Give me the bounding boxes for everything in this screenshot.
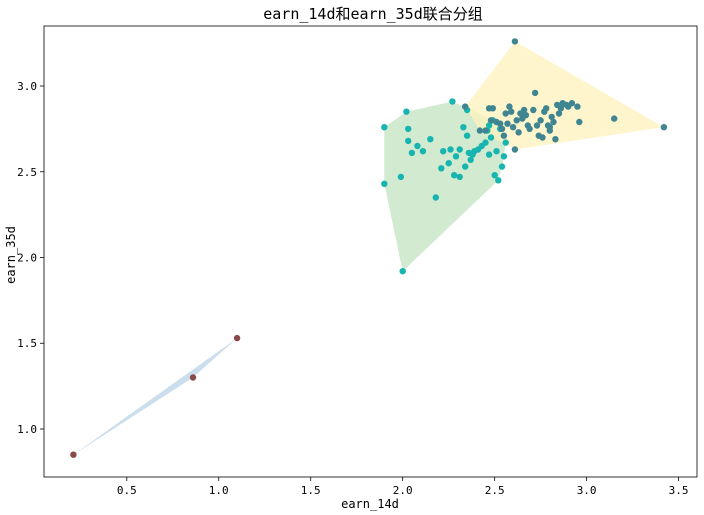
group-1-point — [189, 374, 197, 381]
group-3-point — [520, 106, 528, 114]
group-3-point — [530, 106, 537, 114]
group-2-point — [485, 151, 493, 158]
group-2-point — [449, 98, 456, 105]
group-3-point — [537, 117, 544, 124]
y-tick-label: 2.5 — [17, 166, 37, 179]
group-2-point — [456, 173, 463, 181]
x-tick-label: 3.0 — [577, 484, 597, 497]
group-2-point — [405, 125, 412, 133]
group-2-point — [445, 160, 452, 167]
group-3-point — [576, 118, 583, 126]
group-3-point — [548, 113, 555, 121]
group-2-point — [500, 153, 508, 160]
group-3-point — [550, 118, 557, 126]
group-2-point — [498, 163, 506, 170]
x-axis-label: earn_14d — [341, 497, 399, 511]
group-2-point — [451, 172, 458, 179]
group-2-point — [452, 153, 460, 160]
group-3-point — [555, 110, 563, 117]
group-3-point — [489, 105, 496, 112]
group-2-point — [493, 148, 500, 155]
group-3-point — [526, 125, 533, 133]
group-3-point — [660, 124, 668, 131]
group-2-point — [408, 149, 416, 157]
group-3-point — [508, 108, 515, 115]
group-3-point — [502, 110, 509, 117]
group-3-point — [482, 127, 489, 134]
group-2-point — [403, 108, 410, 115]
x-tick-label: 3.5 — [669, 484, 689, 497]
group-3-point — [568, 100, 576, 107]
group-2-point — [381, 180, 388, 187]
chart-title: earn_14d和earn_35d联合分组 — [263, 5, 483, 23]
group-3-point — [533, 122, 541, 129]
group-3-point — [574, 103, 581, 110]
group-2-point — [438, 165, 445, 172]
plot-frame — [43, 25, 698, 478]
group-3-point — [511, 38, 519, 45]
group-2-point — [427, 136, 434, 143]
group-2-point — [467, 156, 474, 163]
group-3-point — [513, 117, 520, 124]
group-3-point — [543, 105, 550, 112]
y-tick-label: 2.0 — [17, 252, 37, 265]
y-axis-label: earn_35d — [4, 226, 18, 284]
group-1-point — [233, 334, 241, 342]
group-2-point — [447, 146, 454, 153]
group-3-point — [500, 132, 508, 139]
group-3-point — [498, 125, 506, 133]
group-3-point — [522, 112, 530, 119]
group-2-point — [414, 142, 421, 150]
group-3-point — [506, 103, 513, 110]
group-2-point — [463, 132, 471, 139]
group-1-point — [70, 451, 77, 458]
group-3-point — [511, 146, 519, 153]
group-3-point — [476, 127, 484, 134]
group-3-point — [487, 117, 495, 124]
group-3-point — [509, 124, 517, 131]
group-2-point — [491, 172, 498, 179]
group-2-point — [460, 124, 467, 131]
group-3-hull — [465, 41, 664, 150]
group-2-hull — [384, 101, 506, 272]
group-3-point — [552, 136, 559, 143]
plot-area: 0.5 1.0 1.5 2.0 2.5 3.0 3.5 1.0 1.5 2.0 2.5 3.0 — [17, 25, 698, 497]
x-tick-label: 1.0 — [209, 484, 229, 497]
group-3-point — [504, 120, 511, 127]
group-2-point — [487, 134, 495, 141]
group-2-point — [381, 124, 388, 131]
group-2-point — [399, 268, 406, 275]
y-tick-label: 1.0 — [17, 423, 37, 436]
x-tick-label: 1.5 — [301, 484, 321, 497]
x-tick-label: 0.5 — [117, 484, 137, 497]
group-2-point — [482, 139, 489, 146]
group-2-point — [405, 137, 412, 145]
group-3-point — [611, 115, 618, 122]
y-tick-label: 1.5 — [17, 337, 37, 350]
group-3-point — [531, 89, 539, 97]
group-2-point — [456, 146, 463, 153]
group-1-hull — [73, 338, 238, 455]
group-2-point — [485, 122, 493, 129]
group-2-point — [502, 139, 509, 146]
group-2-point — [440, 148, 447, 155]
x-tick-label: 2.0 — [393, 484, 413, 497]
x-tick-label: 2.5 — [485, 484, 505, 497]
group-3-point — [462, 103, 469, 110]
group-3-point — [515, 129, 522, 136]
y-tick-label: 3.0 — [17, 80, 37, 93]
group-3-point — [546, 124, 553, 131]
group-2-point — [419, 148, 427, 155]
group-3-point — [497, 120, 504, 127]
group-3-point — [539, 134, 546, 141]
group-2-point — [432, 194, 439, 201]
group-2-point — [462, 163, 469, 170]
group-2-point — [397, 173, 405, 181]
group-2-point — [495, 177, 502, 184]
group-3-point — [557, 105, 565, 112]
